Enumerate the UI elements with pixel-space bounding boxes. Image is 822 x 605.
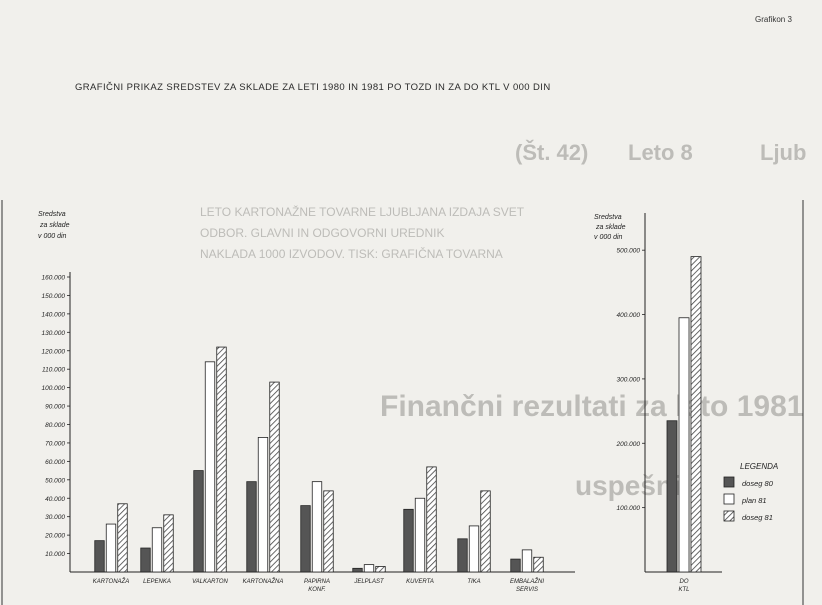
bar-plan81-do-ktl [678, 317, 690, 573]
y-tick-label: 110.000 [42, 367, 65, 374]
y-tick-label: 30.000 [45, 514, 65, 521]
bleed-line1: LETO KARTONAŽNE TOVARNE LJUBLJANA IZDAJA… [200, 205, 525, 219]
y-tick-label: 120.000 [42, 348, 66, 355]
bleed-line3: NAKLADA 1000 IZVODOV. TISK: GRAFIČNA TOV… [200, 247, 503, 261]
legend-label-doseg80: doseg 80 [742, 479, 774, 488]
bar-doseg80-lepenka [140, 547, 151, 573]
bar-doseg81-do-ktl [690, 256, 702, 573]
bar-plan81-kuverta [414, 497, 426, 573]
x-tick-label: PAPIRNA [304, 579, 330, 585]
bar-doseg81-papirna-konf [323, 490, 334, 573]
bar-doseg81-lepenka [163, 514, 174, 573]
bar-plan81-kartona-na [257, 437, 269, 573]
bar-doseg80-kuverta [403, 508, 414, 573]
y-tick-label: 80.000 [45, 422, 65, 429]
y-tick-label: 70.000 [45, 440, 65, 447]
x-tick-label: SERVIS [516, 587, 538, 593]
chart-title: GRAFIČNI PRIKAZ SREDSTEV ZA SKLADE ZA LE… [75, 82, 551, 93]
bleed-issue: (Št. 42) [515, 140, 589, 165]
bar-doseg81-kartona-na [269, 381, 280, 573]
bar-doseg81-jelplast [375, 566, 386, 573]
y-tick-label: 90.000 [45, 404, 65, 411]
left-ylabel-3: v 000 din [38, 233, 67, 240]
left-chart: 10.000 20.000 30.000 40.000 50.000 60.000 70.0… [42, 272, 575, 593]
left-ylabel-2: za sklade [39, 222, 70, 229]
bar-doseg81-kuverta [426, 466, 437, 573]
bar-doseg80-papirna-konf [300, 505, 311, 573]
bleed-issue-date: Leto 8 [628, 140, 693, 165]
y-tick-label: 160.000 [42, 275, 66, 282]
y-tick-label: 100.000 [42, 385, 66, 392]
x-tick-label: KARTONAŽA [93, 577, 129, 585]
y-tick-label: 20.000 [44, 533, 65, 540]
y-tick-label: 400.000 [617, 312, 641, 319]
bar-doseg81-tika [480, 490, 491, 573]
x-tick-label: TIKA [467, 579, 480, 585]
legend-label-doseg81: doseg 81 [742, 513, 773, 522]
y-tick-label: 150.000 [42, 293, 66, 300]
legend-title: LEGENDA [740, 462, 778, 471]
y-tick-label: 50.000 [45, 477, 65, 484]
bleed-city: Ljub [760, 140, 807, 165]
page-label: Grafikon 3 [755, 15, 792, 24]
bar-plan81-kartona-a [105, 523, 117, 573]
bar-plan81-valkarton [204, 361, 216, 573]
bar-plan81-jelplast [363, 564, 375, 573]
x-tick-label: KTL [678, 587, 689, 593]
right-ylabel-2: za sklade [595, 224, 626, 231]
legend-swatch-doseg80 [723, 476, 735, 488]
bar-doseg81-embala-ni-servis [533, 556, 544, 573]
x-tick-label: VALKARTON [192, 579, 228, 585]
y-tick-label: 40.000 [45, 496, 65, 503]
y-tick-label: 100.000 [617, 505, 641, 512]
x-tick-label: KONF. [308, 587, 326, 593]
legend: LEGENDA doseg 80 plan 81 doseg 81 [723, 462, 778, 522]
bar-plan81-lepenka [151, 527, 163, 573]
x-tick-label: KUVERTA [406, 579, 434, 585]
bar-plan81-papirna-konf [311, 481, 323, 573]
bar-doseg81-kartona-a [117, 503, 128, 573]
y-tick-label: 10.000 [45, 551, 65, 558]
right-ylabel-3: v 000 din [594, 234, 623, 241]
y-tick-label: 140.000 [42, 311, 66, 318]
bar-doseg80-kartona-na [246, 481, 257, 573]
bar-doseg81-valkarton [216, 346, 227, 573]
right-chart: 100.000 200.000 300.000 400.000 500.000 DO KTL [616, 213, 722, 593]
bar-doseg80-valkarton [193, 470, 204, 573]
x-tick-label: EMBALAŽNI [510, 577, 544, 585]
x-tick-label: LEPENKA [143, 579, 171, 585]
bleed-heading: Finančni rezultati za leto 1981 [380, 390, 804, 423]
legend-swatch-doseg81 [723, 510, 735, 522]
y-tick-label: 300.000 [617, 376, 641, 383]
bar-doseg80-jelplast [352, 567, 363, 573]
legend-label-plan81: plan 81 [741, 496, 767, 505]
bleed-subheading: uspešni [575, 470, 681, 501]
bar-doseg80-do-ktl [666, 420, 678, 573]
x-tick-label: JELPLAST [353, 579, 385, 585]
right-ylabel-1: Sredstva [594, 214, 622, 221]
y-tick-label: 500.000 [617, 248, 641, 255]
bar-plan81-embala-ni-servis [521, 549, 533, 573]
bar-plan81-tika [468, 525, 480, 573]
x-tick-label: DO [680, 579, 689, 585]
bleed-line2: ODBOR. GLAVNI IN ODGOVORNI UREDNIK [200, 226, 445, 240]
bar-doseg80-tika [457, 538, 468, 573]
y-tick-label: 200.000 [616, 441, 641, 448]
x-tick-label: KARTONAŽNA [243, 577, 284, 585]
left-ylabel-1: Sredstva [38, 211, 66, 218]
y-tick-label: 130.000 [42, 330, 66, 337]
legend-swatch-plan81 [723, 493, 735, 505]
y-tick-label: 60.000 [45, 459, 65, 466]
bar-doseg80-embala-ni-servis [510, 558, 521, 573]
bar-doseg80-kartona-a [94, 540, 105, 573]
